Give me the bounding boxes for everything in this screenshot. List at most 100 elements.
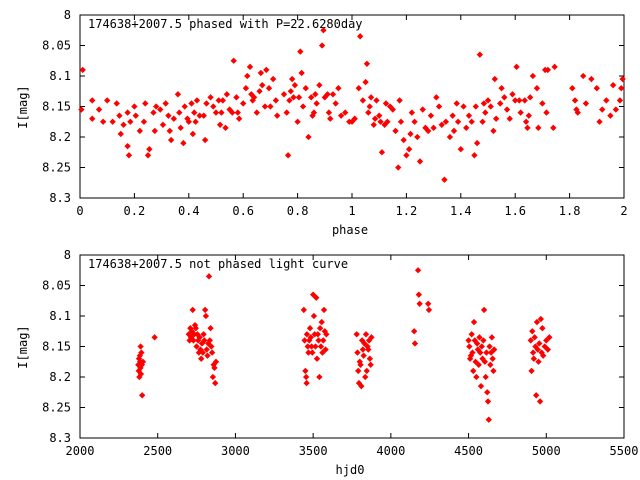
data-point	[470, 367, 477, 375]
data-point	[486, 343, 493, 350]
data-point	[411, 340, 419, 347]
data-point	[151, 127, 158, 135]
data-point	[223, 91, 231, 98]
data-point	[189, 130, 197, 138]
data-point	[397, 118, 405, 125]
x-axis-label-unphased: hjd0	[336, 463, 365, 477]
data-point	[487, 361, 494, 368]
data-point	[473, 373, 480, 381]
data-point	[312, 91, 319, 98]
data-point	[465, 337, 472, 344]
data-point	[484, 97, 492, 104]
data-point	[212, 109, 220, 116]
data-point	[200, 112, 207, 119]
data-point	[307, 334, 314, 341]
data-point	[188, 100, 195, 107]
axis-ticks-phased: 0 0.2 0.4 0.6 0.8 1 1.2 1.4 1.6 1.8 2 8 8.05 8.1 8.15 8…	[42, 8, 628, 218]
data-point	[529, 72, 537, 80]
data-point	[313, 355, 321, 362]
data-point	[424, 127, 432, 135]
data-point	[463, 124, 470, 132]
data-point	[246, 63, 254, 71]
data-point	[359, 346, 367, 353]
data-point	[544, 346, 552, 353]
data-point	[259, 81, 266, 89]
data-point	[360, 352, 367, 359]
data-point	[497, 100, 504, 107]
data-point	[480, 306, 488, 314]
data-point	[491, 75, 498, 83]
y-tick-label: 8	[64, 8, 71, 22]
data-point	[218, 109, 225, 116]
data-point	[376, 112, 383, 119]
data-point	[355, 85, 362, 92]
data-point	[320, 306, 328, 314]
x-tick-label: 1.2	[396, 204, 418, 218]
data-point	[314, 331, 321, 338]
data-point	[501, 94, 508, 101]
data-point	[290, 94, 297, 101]
data-point	[367, 361, 374, 368]
data-point	[539, 100, 546, 107]
data-point	[521, 97, 528, 104]
data-point	[574, 109, 581, 116]
data-point	[335, 85, 342, 92]
data-point	[469, 349, 476, 356]
data-point	[294, 118, 301, 125]
data-point	[480, 337, 487, 344]
data-point	[235, 115, 243, 122]
data-point	[348, 118, 356, 125]
data-point	[396, 97, 403, 104]
data-point	[196, 334, 203, 341]
data-point	[125, 152, 133, 159]
data-point	[79, 66, 86, 74]
data-point	[571, 97, 579, 104]
data-point	[198, 355, 205, 362]
x-tick-label: 4500	[454, 444, 483, 458]
data-point	[321, 94, 328, 101]
data-point	[480, 100, 488, 107]
data-point	[167, 136, 175, 144]
data-point	[280, 91, 288, 98]
data-point	[184, 115, 191, 122]
data-point	[320, 27, 327, 34]
data-point	[356, 33, 364, 40]
chart-title-unphased: 174638+2007.5 not phased light curve	[88, 257, 348, 271]
data-point	[137, 370, 145, 378]
data-point	[157, 106, 164, 113]
y-tick-label: 8.05	[42, 39, 71, 53]
data-point	[363, 60, 371, 67]
data-point	[543, 109, 550, 116]
data-point	[362, 78, 369, 86]
data-point	[136, 373, 143, 381]
data-point	[244, 72, 251, 80]
data-point	[269, 75, 277, 83]
data-point	[137, 364, 144, 372]
data-point	[207, 325, 214, 332]
data-point	[365, 346, 372, 353]
data-point	[441, 176, 448, 183]
data-point	[201, 306, 209, 314]
data-point	[267, 103, 274, 110]
data-point	[113, 100, 120, 107]
data-point	[89, 97, 96, 104]
x-tick-label: 1	[348, 204, 355, 218]
data-point	[274, 112, 281, 119]
data-point	[95, 106, 103, 113]
data-point	[540, 352, 547, 359]
data-point	[408, 109, 416, 116]
data-point	[538, 349, 545, 356]
data-point	[253, 109, 260, 116]
y-tick-label: 8.25	[42, 401, 71, 415]
data-point	[618, 85, 625, 92]
data-point	[536, 340, 543, 347]
data-point	[424, 300, 432, 307]
data-point	[522, 118, 530, 125]
data-point	[536, 398, 544, 405]
data-point	[509, 91, 516, 98]
x-tick-label: 4000	[376, 444, 405, 458]
data-point	[138, 349, 145, 356]
data-point	[546, 334, 553, 341]
data-point	[482, 109, 489, 116]
data-point	[395, 164, 402, 171]
